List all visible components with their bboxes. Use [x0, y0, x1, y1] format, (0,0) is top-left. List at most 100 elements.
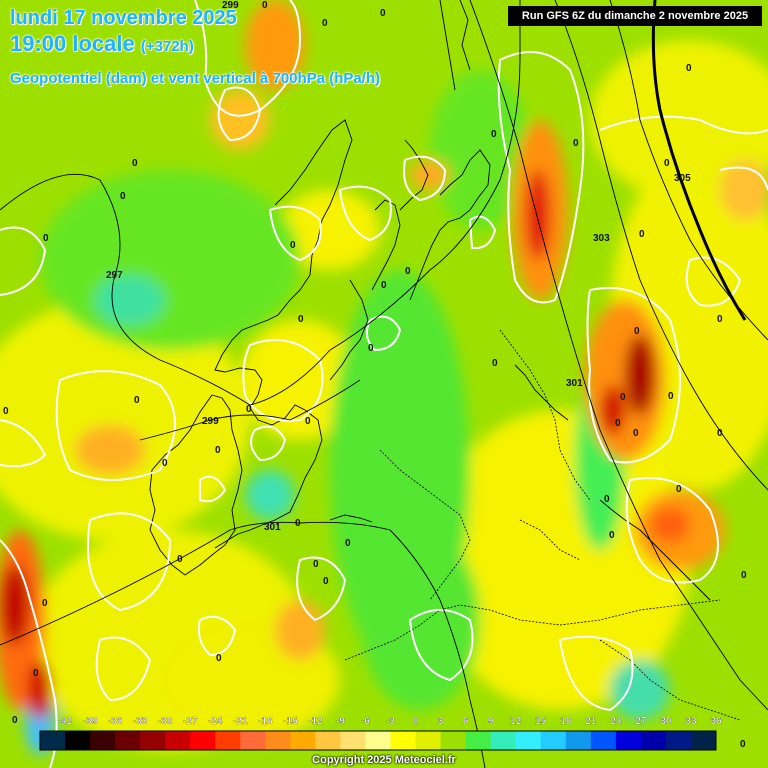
vertical-wind-label: 0 — [741, 570, 747, 581]
forecast-local-time: 19:00 locale — [10, 31, 135, 56]
legend-tick-label: -12 — [308, 716, 323, 727]
legend-swatch — [340, 731, 366, 750]
legend-tick-label: -6 — [361, 716, 370, 727]
contour-label: 301 — [566, 378, 583, 389]
vertical-wind-label: 0 — [43, 233, 49, 244]
vertical-wind-label: 0 — [609, 530, 615, 541]
vertical-wind-label: 0 — [290, 240, 296, 251]
vertical-wind-label: 0 — [345, 538, 351, 549]
legend-swatch — [115, 731, 141, 750]
run-info-banner: Run GFS 6Z du dimanche 2 novembre 2025 — [508, 6, 762, 26]
vertical-wind-label: 0 — [634, 326, 640, 337]
legend-swatch — [140, 731, 166, 750]
legend-swatch — [415, 731, 442, 750]
vertical-wind-label: 0 — [313, 559, 319, 570]
legend-swatch — [290, 731, 316, 750]
legend-swatch — [440, 731, 467, 750]
legend-swatch — [640, 731, 667, 750]
legend-swatch — [165, 731, 191, 750]
vertical-wind-label: 0 — [12, 715, 18, 726]
legend-swatch — [190, 731, 216, 750]
legend-swatch — [315, 731, 341, 750]
vertical-wind-label: 0 — [633, 428, 639, 439]
legend-frame — [39, 730, 717, 751]
forecast-date: lundi 17 novembre 2025 — [10, 7, 237, 29]
color-legend: -42 -39 -36 -33 -30 -27 -24 -21 -18 -15 -12 -9 -6 -3 0… — [39, 716, 722, 751]
vertical-wind-label: 0 — [246, 404, 252, 415]
legend-swatch — [40, 731, 66, 750]
vertical-wind-label: 0 — [639, 229, 645, 240]
contour-label: 299 — [202, 416, 219, 427]
legend-tick-label: 21 — [585, 716, 597, 727]
legend-tick-label: 9 — [488, 716, 494, 727]
vertical-wind-label: 0 — [492, 358, 498, 369]
legend-tick-label: -24 — [208, 716, 223, 727]
vertical-wind-label: 0 — [664, 158, 670, 169]
legend-swatch — [465, 731, 492, 750]
legend-swatch — [390, 731, 417, 750]
legend-swatch — [690, 731, 717, 750]
contour-label-group: 299 297 299 301 301 303 305 — [106, 0, 691, 533]
legend-tick-label: -33 — [133, 716, 148, 727]
vertical-wind-label: 0 — [604, 494, 610, 505]
forecast-time: 19:00 locale (+372h) — [10, 31, 194, 57]
contour-label: 305 — [674, 173, 691, 184]
vertical-wind-label: 0 — [368, 343, 374, 354]
legend-tick-label: -30 — [158, 716, 173, 727]
vertical-wind-label: 0 — [215, 445, 221, 456]
legend-swatch — [540, 731, 567, 750]
vertical-wind-label: 0 — [322, 18, 328, 29]
vertical-wind-label: 0 — [620, 392, 626, 403]
vertical-wind-label: 0 — [381, 280, 387, 291]
legend-swatch — [265, 731, 291, 750]
vertical-wind-label: 0 — [491, 129, 497, 140]
copyright: Copyright 2025 Meteociel.fr — [312, 754, 456, 766]
legend-tick-label: -15 — [283, 716, 298, 727]
highlight-isoline-306 — [651, 0, 747, 321]
vertical-wind-label: 0 — [162, 458, 168, 469]
vertical-wind-label-group: 0 0 0 0 0 0 0 0 0 0 0 0 0 0 0 0 0 0 0 0 … — [3, 0, 747, 750]
legend-swatch — [65, 731, 91, 750]
vertical-wind-label: 0 — [134, 395, 140, 406]
legend-tick-label: 24 — [610, 716, 622, 727]
vertical-wind-label: 0 — [295, 518, 301, 529]
legend-tick-label: 33 — [685, 716, 697, 727]
vertical-wind-label: 0 — [740, 739, 746, 750]
vertical-wind-label: 0 — [380, 8, 386, 19]
contour-label: 303 — [593, 233, 610, 244]
legend-tick-label: -9 — [336, 716, 345, 727]
legend-tick-label: -3 — [386, 716, 395, 727]
vertical-wind-label: 0 — [686, 63, 692, 74]
legend-swatch — [615, 731, 642, 750]
vertical-wind-label: 0 — [262, 0, 268, 11]
vertical-wind-label: 0 — [305, 416, 311, 427]
vertical-wind-label: 0 — [615, 418, 621, 429]
vertical-wind-label: 0 — [177, 554, 183, 565]
legend-tick-label: -27 — [183, 716, 198, 727]
legend-tick-label: 15 — [535, 716, 547, 727]
vertical-wind-label: 0 — [323, 576, 329, 587]
legend-swatch — [665, 731, 692, 750]
vertical-wind-label: 0 — [676, 484, 682, 495]
legend-tick-label: 30 — [660, 716, 672, 727]
legend-swatch — [365, 731, 392, 750]
vertical-wind-label: 0 — [120, 191, 126, 202]
legend-swatch — [215, 731, 241, 750]
borders — [344, 329, 741, 721]
contour-label: 299 — [222, 0, 239, 11]
legend-tick-label: -21 — [233, 716, 248, 727]
legend-tick-label: 12 — [510, 716, 522, 727]
legend-tick-label: 0 — [413, 716, 419, 727]
legend-swatch — [240, 731, 266, 750]
legend-swatch — [515, 731, 542, 750]
contour-label: 301 — [264, 522, 281, 533]
legend-swatch — [90, 731, 116, 750]
vertical-wind-label: 0 — [298, 314, 304, 325]
vertical-wind-label: 0 — [42, 598, 48, 609]
vertical-wind-label: 0 — [216, 653, 222, 664]
legend-tick-label: 6 — [463, 716, 469, 727]
legend-tick-label: 27 — [635, 716, 647, 727]
legend-tick-label: 18 — [560, 716, 572, 727]
